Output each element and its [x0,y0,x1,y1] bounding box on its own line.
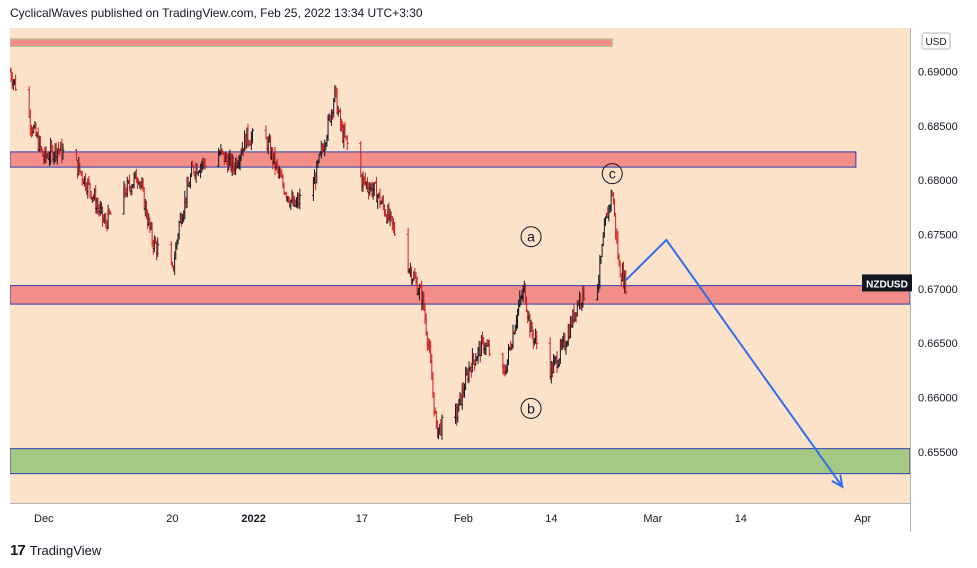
currency-badge-box [921,32,951,50]
wave-label-text: c [609,166,616,182]
projection-arrowhead [831,474,844,489]
symbol-label-box [862,274,912,292]
wave-labels-layer: a b c [520,163,623,419]
wave-label-text: b [527,400,535,416]
candle [582,286,586,301]
candle [14,74,18,91]
wave-label-circle [520,226,542,248]
candle [203,158,207,170]
wave-label-c: c [601,163,623,185]
candle [440,414,444,440]
plot-background [10,28,910,503]
candle [624,270,628,295]
price-zone-0 [9,151,857,168]
candle [393,221,397,237]
time-axis-bg [10,503,910,532]
symbol-label-text: NZDUSD [866,279,908,290]
y-tick-label: 0.69000 [918,66,958,78]
y-tick-label: 0.68500 [918,121,958,133]
wave-label-text: a [527,229,535,245]
y-tick-label: 0.67000 [918,284,958,296]
brand-footer: 17 TradingView [10,542,101,559]
price-chart[interactable]: a b c USD 0.69000 0.68500 0.68000 0.67500 0.670… [8,28,969,532]
candle [156,237,160,257]
candle [298,188,302,210]
x-tick-label: 2022 [241,513,265,525]
candle [487,339,491,357]
price-zone-2 [9,448,911,475]
candle [345,135,349,151]
y-tick-label: 0.66500 [918,338,958,350]
candle [535,330,539,350]
candles-layer [8,67,628,440]
publisher-caption: CyclicalWaves published on TradingView.c… [10,6,423,20]
wave-label-a: a [520,226,542,248]
x-tick-label: 20 [166,513,178,525]
x-tick-label: Feb [454,513,473,525]
x-tick-label: Dec [34,513,54,525]
price-zone-3 [9,38,613,47]
y-tick-label: 0.65500 [918,447,958,459]
axes-layer: USD 0.69000 0.68500 0.68000 0.67500 0.67000 0.… [10,28,969,532]
symbol-price-label: NZDUSD [862,274,912,292]
y-tick-label: 0.68000 [918,175,958,187]
projection-layer [625,238,844,489]
price-zone-1 [9,285,911,305]
wave-label-circle [520,397,542,419]
candle [250,128,254,144]
candle [108,210,112,215]
chart-container[interactable]: a b c USD 0.69000 0.68500 0.68000 0.67500 0.670… [8,28,969,532]
price-axis-bg [910,28,969,532]
wave-label-b: b [520,397,542,419]
tradingview-logo-icon: 17 [10,542,26,559]
x-tick-label: 17 [356,513,368,525]
currency-badge: USD [921,32,951,50]
currency-label: USD [925,37,946,48]
y-tick-label: 0.66000 [918,393,958,405]
x-tick-label: Mar [643,513,662,525]
projection-path [625,238,844,488]
x-tick-label: 14 [545,513,557,525]
y-tick-label: 0.67500 [918,230,958,242]
brand-name: TradingView [29,543,102,558]
candle [61,143,65,160]
x-tick-label: Apr [854,513,871,525]
x-tick-label: 14 [735,513,747,525]
wave-label-circle [601,163,623,185]
